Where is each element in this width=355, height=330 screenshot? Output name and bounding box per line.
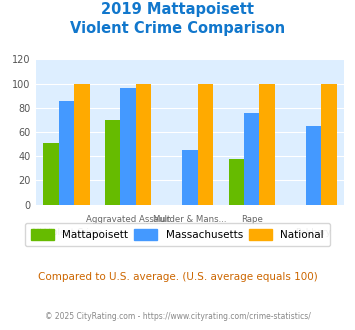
Text: 2019 Mattapoisett: 2019 Mattapoisett <box>101 2 254 16</box>
Bar <box>105 120 120 205</box>
Text: All Violent Crime: All Violent Crime <box>31 228 102 237</box>
Text: Robbery: Robbery <box>295 228 332 237</box>
Text: Murder & Mans...: Murder & Mans... <box>153 214 227 223</box>
Text: Compared to U.S. average. (U.S. average equals 100): Compared to U.S. average. (U.S. average … <box>38 272 317 282</box>
Bar <box>120 88 136 205</box>
Bar <box>43 143 59 205</box>
Bar <box>74 83 89 205</box>
Bar <box>182 150 198 205</box>
Bar <box>59 101 74 205</box>
Bar <box>136 83 151 205</box>
Bar <box>229 159 244 205</box>
Bar <box>198 83 213 205</box>
Legend: Mattapoisett, Massachusetts, National: Mattapoisett, Massachusetts, National <box>25 223 330 247</box>
Text: Violent Crime Comparison: Violent Crime Comparison <box>70 21 285 36</box>
Bar <box>244 113 260 205</box>
Bar <box>321 83 337 205</box>
Text: © 2025 CityRating.com - https://www.cityrating.com/crime-statistics/: © 2025 CityRating.com - https://www.city… <box>45 312 310 321</box>
Text: Aggravated Assault: Aggravated Assault <box>86 214 170 223</box>
Bar <box>306 126 321 205</box>
Text: Rape: Rape <box>241 214 263 223</box>
Bar <box>260 83 275 205</box>
